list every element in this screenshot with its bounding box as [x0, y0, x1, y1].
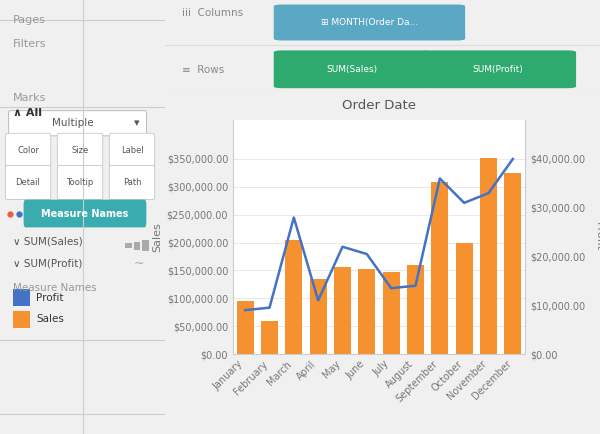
Text: Label: Label	[121, 146, 143, 155]
FancyBboxPatch shape	[57, 133, 103, 168]
Text: ∨ SUM(Sales): ∨ SUM(Sales)	[13, 237, 83, 247]
Bar	[134, 242, 140, 250]
Text: Detail: Detail	[16, 178, 40, 187]
FancyBboxPatch shape	[419, 50, 576, 88]
Bar	[358, 269, 376, 354]
Text: ▾: ▾	[134, 118, 140, 128]
Text: ∼: ∼	[133, 257, 144, 270]
Text: Path: Path	[123, 178, 141, 187]
Text: ∧ All: ∧ All	[13, 108, 42, 118]
Bar	[236, 301, 254, 354]
Bar	[455, 243, 473, 354]
Bar	[286, 240, 302, 354]
Bar	[261, 321, 278, 354]
Text: Measure Names: Measure Names	[41, 208, 128, 219]
FancyBboxPatch shape	[274, 4, 465, 40]
Bar	[505, 173, 521, 354]
Text: Multiple: Multiple	[52, 118, 94, 128]
Bar	[125, 243, 132, 248]
Text: Size: Size	[71, 146, 89, 155]
Title: Order Date: Order Date	[342, 99, 416, 112]
Bar	[407, 265, 424, 354]
Text: SUM(Sales): SUM(Sales)	[326, 65, 377, 74]
FancyBboxPatch shape	[109, 133, 155, 168]
Text: SUM(Profit): SUM(Profit)	[472, 65, 523, 74]
Y-axis label: Sales: Sales	[152, 222, 163, 252]
Text: ≡  Rows: ≡ Rows	[182, 65, 224, 75]
Text: Marks: Marks	[13, 93, 47, 103]
FancyBboxPatch shape	[5, 165, 51, 200]
Text: ⊞ MONTH(Order Da...: ⊞ MONTH(Order Da...	[321, 18, 418, 27]
Text: Sales: Sales	[36, 314, 64, 325]
Bar	[13, 289, 30, 306]
Text: Pages: Pages	[13, 15, 46, 25]
FancyBboxPatch shape	[23, 200, 146, 227]
FancyBboxPatch shape	[5, 133, 51, 168]
Text: iii  Columns: iii Columns	[182, 9, 244, 19]
Bar	[334, 266, 351, 354]
Text: ∨ SUM(Profit): ∨ SUM(Profit)	[13, 258, 83, 268]
Text: Tooltip: Tooltip	[67, 178, 94, 187]
Bar	[383, 272, 400, 354]
Bar	[142, 240, 149, 251]
FancyBboxPatch shape	[57, 165, 103, 200]
Text: Measure Names: Measure Names	[13, 283, 97, 293]
FancyBboxPatch shape	[109, 165, 155, 200]
Y-axis label: Profit: Profit	[593, 223, 600, 252]
Bar	[431, 182, 448, 354]
Text: Color: Color	[17, 146, 39, 155]
Bar	[310, 279, 326, 354]
Text: Profit: Profit	[36, 293, 64, 303]
FancyBboxPatch shape	[274, 50, 430, 88]
FancyBboxPatch shape	[8, 111, 146, 136]
Bar	[13, 311, 30, 328]
Bar	[480, 158, 497, 354]
Text: Filters: Filters	[13, 39, 47, 49]
